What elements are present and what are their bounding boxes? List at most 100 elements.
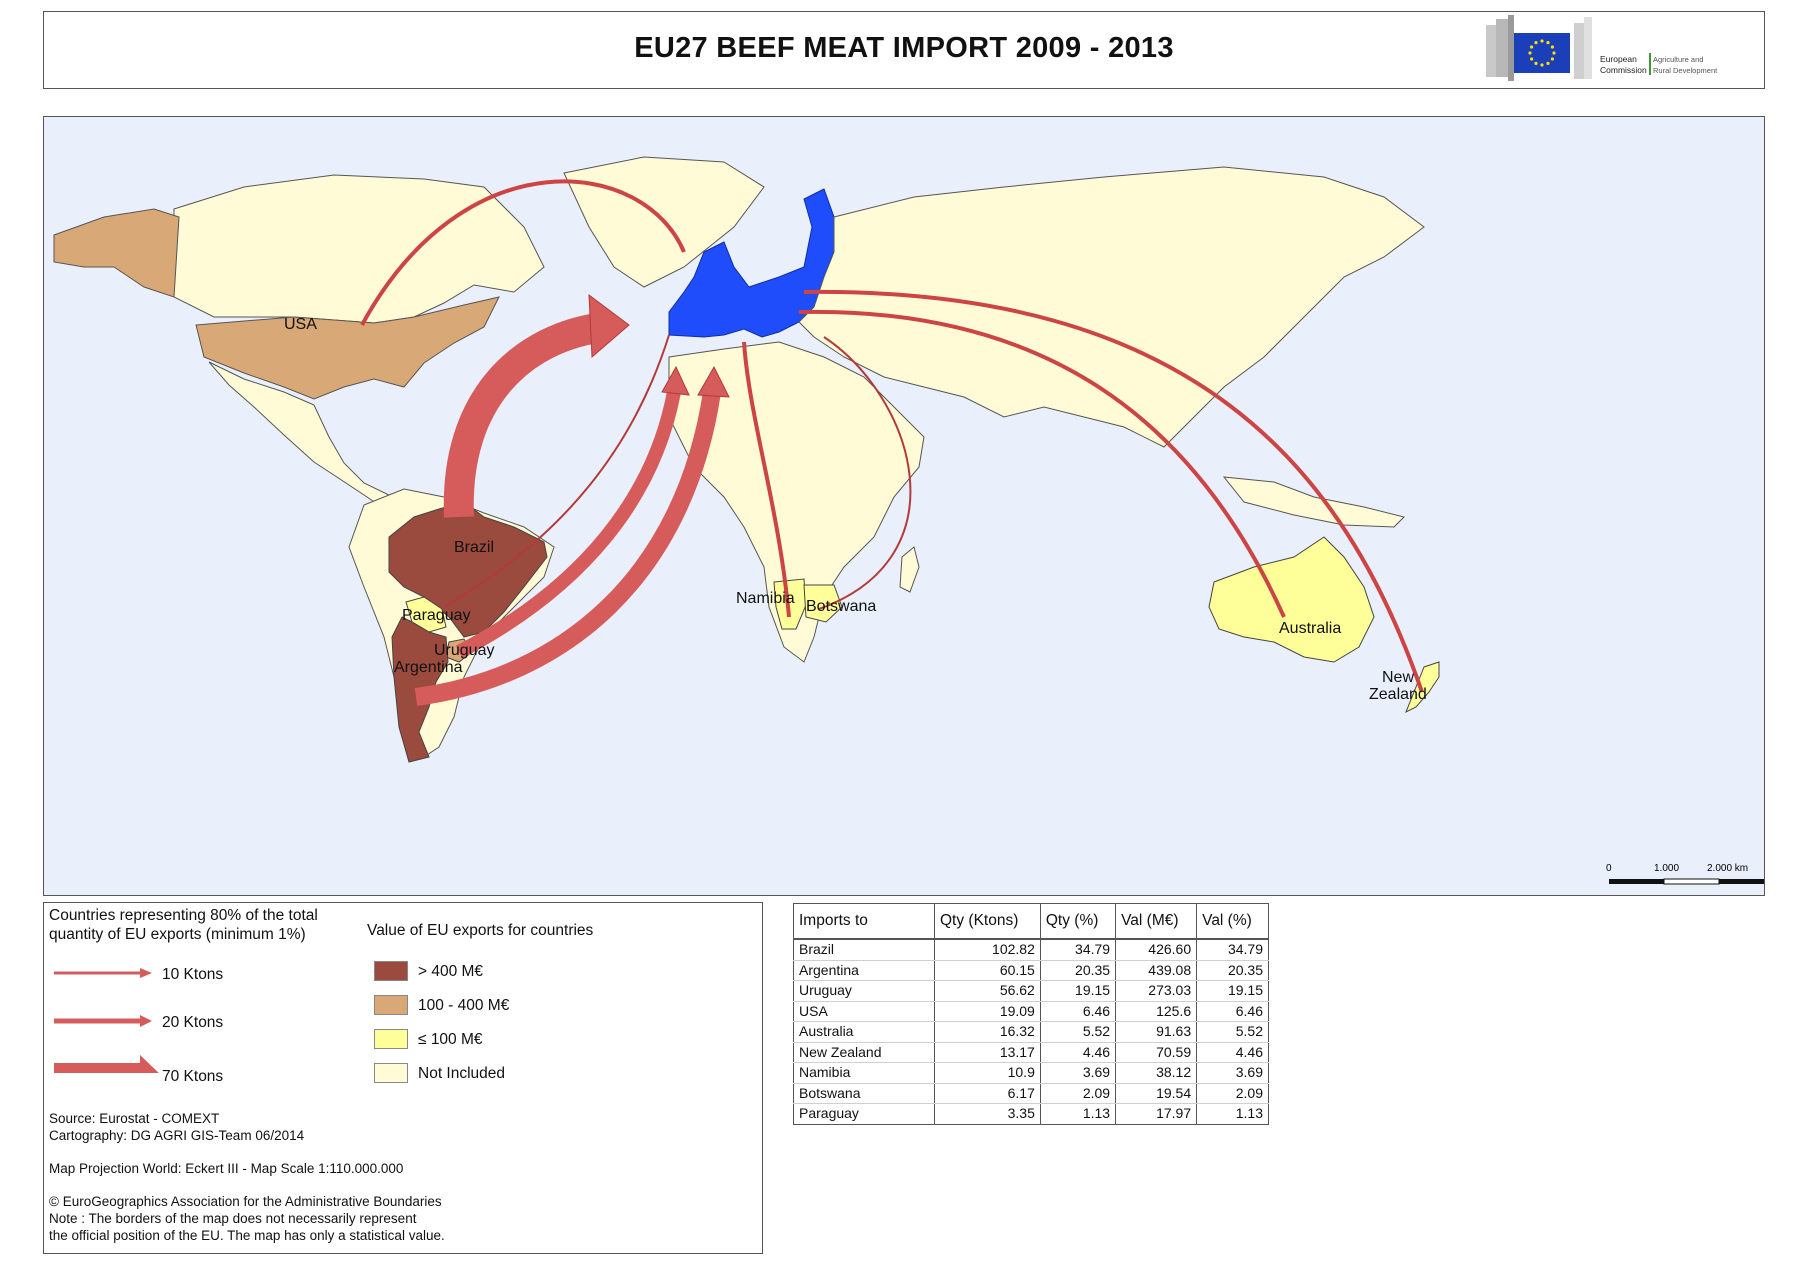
disclaimer-line-2: the official position of the EU. The map… (49, 1228, 445, 1243)
world-map: USA Brazil Paraguay Uruguay Argentina Na… (53, 156, 1764, 885)
arrow-new-zealand (803, 289, 1424, 693)
table-cell-value: 20.35 (1196, 960, 1269, 981)
svg-text:European: European (1600, 54, 1637, 64)
table-cell-value: 5.52 (1196, 1021, 1269, 1043)
col-header-val-meur: Val (M€) (1115, 903, 1198, 940)
scale-bar: 0 1.000 2.000 km (1606, 863, 1764, 885)
table-cell-country: Argentina (793, 960, 935, 981)
label-new-zealand-1: New (1382, 669, 1414, 686)
arrow-uruguay-head (661, 365, 690, 396)
table-cell-value: 91.63 (1115, 1021, 1198, 1043)
table-cell-value: 6.46 (1039, 1001, 1117, 1022)
value-legend-100-400: 100 - 400 M€ (418, 997, 510, 1014)
table-header-row: Imports to Qty (Ktons) Qty (%) Val (M€) … (793, 903, 1269, 940)
label-usa: USA (284, 316, 317, 333)
label-argentina: Argentina (394, 659, 463, 676)
svg-text:Rural Development: Rural Development (1653, 66, 1718, 75)
label-brazil: Brazil (454, 539, 494, 556)
table-cell-value: 16.32 (934, 1021, 1041, 1043)
arrow-namibia (742, 341, 791, 618)
table-cell-value: 20.35 (1039, 960, 1117, 981)
arrow-australia (798, 309, 1286, 618)
table-cell-value: 38.12 (1115, 1062, 1198, 1084)
table-cell-value: 439.08 (1115, 960, 1198, 981)
table-cell-value: 5.52 (1039, 1021, 1117, 1043)
table-cell-country: Uruguay (793, 980, 935, 1002)
imports-table-panel: Imports to Qty (Ktons) Qty (%) Val (M€) … (793, 903, 1269, 1125)
svg-text:1.000: 1.000 (1654, 863, 1679, 874)
table-cell-value: 125.6 (1115, 1001, 1198, 1022)
table-cell-value: 102.82 (934, 939, 1041, 961)
table-cell-value: 34.79 (1039, 939, 1117, 961)
table-cell-value: 13.17 (934, 1042, 1041, 1063)
table-cell-country: USA (793, 1001, 935, 1022)
arrow-paraguay (443, 334, 670, 608)
projection-note: Map Projection World: Eckert III - Map S… (49, 1161, 404, 1176)
africa-region (668, 341, 925, 663)
value-legend-not-included: Not Included (418, 1065, 506, 1082)
flow-arrows (360, 179, 1424, 706)
value-legend-over-400: > 400 M€ (418, 963, 484, 980)
label-namibia: Namibia (736, 590, 795, 607)
flow-legend-title-1: Countries representing 80% of the total (49, 907, 318, 924)
title-panel: EU27 BEEF MEAT IMPORT 2009 - 2013 Europe… (43, 11, 1765, 89)
col-header-qty-ktons: Qty (Ktons) (934, 903, 1041, 940)
label-paraguay: Paraguay (402, 607, 471, 624)
table-cell-value: 2.09 (1039, 1083, 1117, 1104)
eurasia-region (798, 166, 1425, 448)
table-row: Botswana 6.17 2.09 19.54 2.09 (793, 1083, 1269, 1104)
label-botswana: Botswana (806, 598, 876, 615)
table-row: Paraguay 3.35 1.13 17.97 1.13 (793, 1103, 1269, 1125)
flow-legend-20: 20 Ktons (162, 1014, 224, 1031)
swatch-not-included (374, 1063, 408, 1083)
madagascar-region (899, 546, 920, 593)
table-cell-value: 60.15 (934, 960, 1041, 981)
table-cell-value: 56.62 (934, 980, 1041, 1002)
flow-legend-title-2: quantity of EU exports (minimum 1%) (49, 926, 306, 943)
table-cell-country: Namibia (793, 1062, 935, 1084)
flow-legend-70: 70 Ktons (162, 1068, 224, 1085)
copyright-note: © EuroGeographics Association for the Ad… (49, 1194, 442, 1209)
table-cell-value: 4.46 (1039, 1042, 1117, 1063)
table-cell-value: 70.59 (1115, 1042, 1198, 1063)
arrow-argentina-head (697, 365, 730, 398)
table-cell-value: 10.9 (934, 1062, 1041, 1084)
usa-region (195, 296, 500, 400)
svg-text:Commission: Commission (1600, 65, 1647, 75)
arrow-brazil (443, 312, 607, 518)
disclaimer-line-1: Note : The borders of the map does not n… (49, 1211, 417, 1226)
table-cell-value: 3.69 (1039, 1062, 1117, 1084)
legend-panel: Countries representing 80% of the total … (43, 902, 763, 1254)
table-cell-value: 2.09 (1196, 1083, 1269, 1104)
table-cell-value: 4.46 (1196, 1042, 1269, 1063)
svg-text:2.000 km: 2.000 km (1707, 863, 1748, 874)
table-row: USA 19.09 6.46 125.6 6.46 (793, 1001, 1269, 1022)
arrow-usa (360, 179, 686, 326)
table-cell-value: 1.13 (1196, 1103, 1269, 1125)
table-row: Argentina 60.15 20.35 439.08 20.35 (793, 960, 1269, 981)
namibia-region (773, 578, 807, 630)
arrow-brazil-head (588, 293, 630, 359)
european-commission-logo: European Commission Agriculture and Rura… (1486, 15, 1718, 81)
table-cell-value: 6.17 (934, 1083, 1041, 1104)
svg-text:0: 0 (1606, 863, 1612, 874)
table-cell-country: Botswana (793, 1083, 935, 1104)
value-legend-under-100: ≤ 100 M€ (418, 1031, 483, 1048)
table-cell-value: 3.35 (934, 1103, 1041, 1125)
imports-table: Imports to Qty (Ktons) Qty (%) Val (M€) … (793, 903, 1269, 1125)
table-cell-value: 19.15 (1039, 980, 1117, 1002)
table-cell-value: 3.69 (1196, 1062, 1269, 1084)
table-row: Uruguay 56.62 19.15 273.03 19.15 (793, 980, 1269, 1002)
swatch-over-400 (374, 961, 408, 981)
table-cell-value: 19.09 (934, 1001, 1041, 1022)
table-cell-value: 19.54 (1115, 1083, 1198, 1104)
table-row: New Zealand 13.17 4.46 70.59 4.46 (793, 1042, 1269, 1063)
canada-region (173, 174, 545, 324)
cartography-note: Cartography: DG AGRI GIS-Team 06/2014 (49, 1128, 305, 1143)
label-new-zealand-2: Zealand (1369, 686, 1427, 703)
table-row: Brazil 102.82 34.79 426.60 34.79 (793, 939, 1269, 961)
arrow-argentina (414, 390, 721, 706)
eu-flag-icon (1514, 33, 1570, 73)
flow-legend-arrows (54, 968, 159, 1073)
col-header-val-pct: Val (%) (1196, 903, 1269, 940)
